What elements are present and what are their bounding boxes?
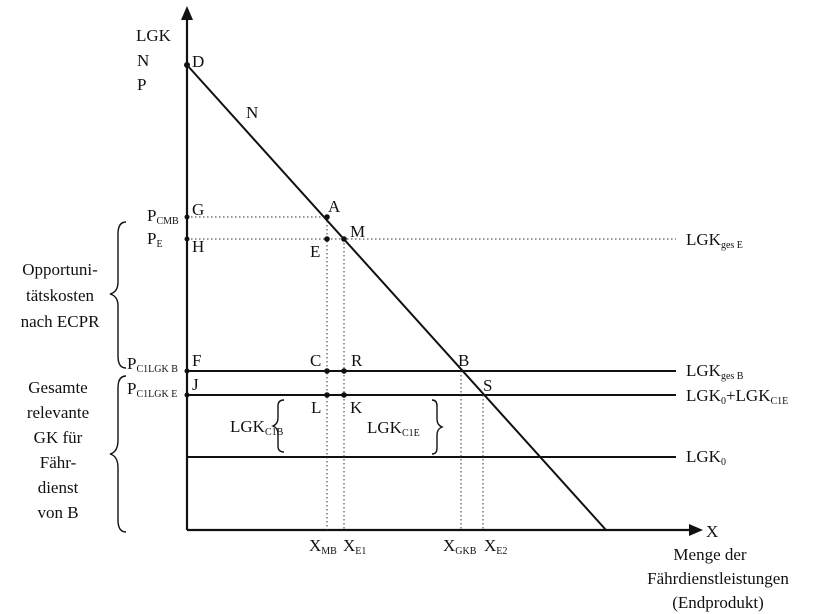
point-l-marker xyxy=(324,392,330,398)
x-axis-desc-line3: (Endprodukt) xyxy=(672,593,764,612)
point-e-marker xyxy=(324,236,330,242)
label-lgk0-plus-lgkc1e: LGK0+LGKC1E xyxy=(686,386,788,407)
point-f-label: F xyxy=(192,351,201,370)
note-total-line5: dienst xyxy=(38,478,79,497)
axis-tick-p-e xyxy=(184,236,190,242)
point-s-label: S xyxy=(483,376,492,395)
point-j-label: J xyxy=(192,375,199,394)
x-axis-desc-line1: Menge der xyxy=(673,545,747,564)
y-axis-arrowhead xyxy=(181,6,193,20)
point-r-label: R xyxy=(351,351,363,370)
point-h-label: H xyxy=(192,237,204,256)
point-d-label: D xyxy=(192,52,204,71)
point-l-label: L xyxy=(311,398,321,417)
price-label-p-cmb: PCMB xyxy=(147,206,179,227)
price-label-p-e: PE xyxy=(147,229,163,250)
note-total-line6: von B xyxy=(37,503,78,522)
point-r-marker xyxy=(341,368,347,374)
lgk-c1e-brace xyxy=(431,399,444,455)
axis-tick-p-c1lgkb xyxy=(184,368,190,374)
x-tick-x-e1: XE1 xyxy=(343,536,366,557)
x-tick-x-mb: XMB xyxy=(309,536,337,557)
label-lgk-c1b: LGKC1B xyxy=(230,417,284,438)
y-axis-title: LGK xyxy=(136,26,172,45)
y-axis-title-p: P xyxy=(137,75,146,94)
note-total-line4: Fähr- xyxy=(40,453,77,472)
point-a-label: A xyxy=(328,197,341,216)
point-b-label: B xyxy=(458,351,469,370)
demand-line xyxy=(186,64,607,531)
x-tick-x-e2: XE2 xyxy=(484,536,507,557)
lgk-c1b-brace xyxy=(271,399,285,453)
label-lgk0: LGK0 xyxy=(686,447,726,468)
point-k-marker xyxy=(341,392,347,398)
note-opportunity-line2: tätskosten xyxy=(26,286,94,305)
x-tick-x-gkb: XGKB xyxy=(443,536,477,557)
y-axis-title-n: N xyxy=(137,51,149,70)
opportunity-cost-brace xyxy=(109,221,127,369)
x-axis-title: X xyxy=(706,522,718,541)
price-label-p-c1lgkb: PC1LGK B xyxy=(127,354,178,375)
label-lgk-ges-b: LGKges B xyxy=(686,361,744,382)
point-g-label: G xyxy=(192,200,204,219)
total-cost-brace xyxy=(109,375,127,533)
label-lgk-c1e: LGKC1E xyxy=(367,418,420,439)
axis-tick-p-cmb xyxy=(184,214,190,220)
point-c-label: C xyxy=(310,351,321,370)
note-opportunity-line3: nach ECPR xyxy=(21,312,101,331)
point-e-label: E xyxy=(310,242,320,261)
point-a-marker xyxy=(324,214,330,220)
note-opportunity-line1: Opportuni- xyxy=(22,260,98,279)
price-label-p-c1lgke: PC1LGK E xyxy=(127,379,177,400)
curve-n-label: N xyxy=(246,103,258,122)
x-axis-desc-line2: Fährdienstleistungen xyxy=(647,569,789,588)
axis-tick-p-c1lgke xyxy=(184,392,190,398)
point-m-marker xyxy=(341,236,347,242)
note-total-line3: GK für xyxy=(34,428,83,447)
point-c-marker xyxy=(324,368,330,374)
point-d-marker xyxy=(184,62,190,68)
point-k-label: K xyxy=(350,398,363,417)
x-axis-arrowhead xyxy=(689,524,703,536)
note-total-line1: Gesamte xyxy=(28,378,87,397)
label-lgk-ges-e: LGKges E xyxy=(686,230,743,251)
note-total-line2: relevante xyxy=(27,403,89,422)
point-m-label: M xyxy=(350,222,365,241)
